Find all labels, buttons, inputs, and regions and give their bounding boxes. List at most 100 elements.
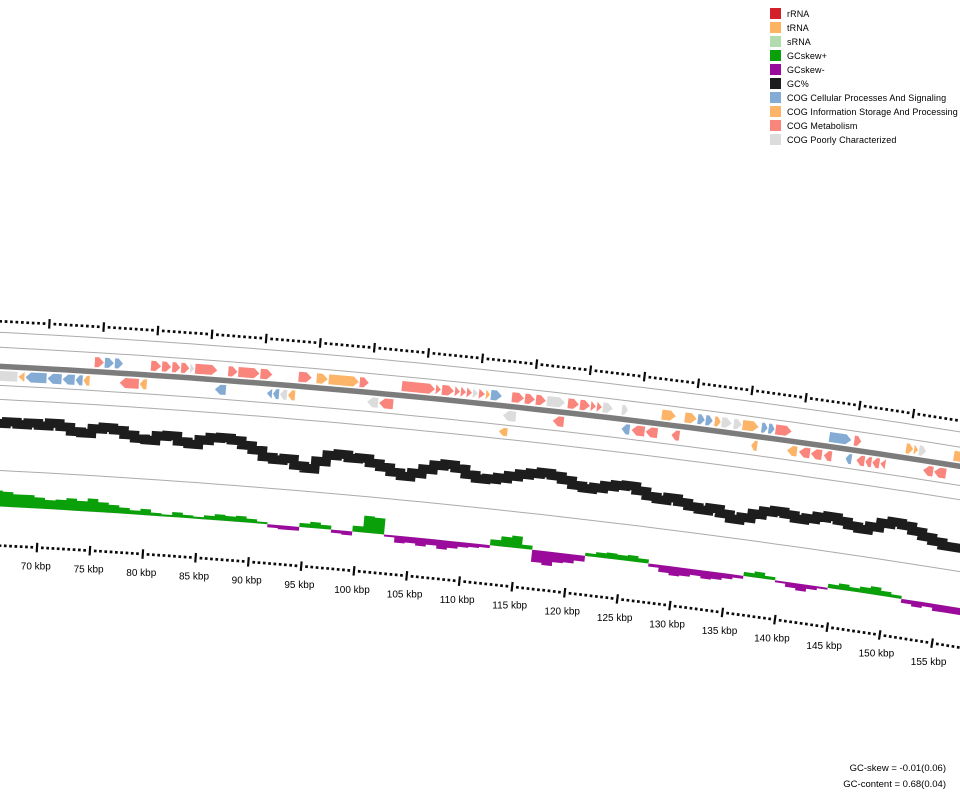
gene-arrow-met [180, 362, 190, 373]
gene-arrow-info [905, 443, 914, 454]
gene-arrow-met [774, 424, 792, 436]
gene-arrow-met [171, 362, 181, 373]
gene-arrow-poor [546, 396, 565, 408]
forward-strand-features [94, 357, 960, 462]
gene-arrow-poor [721, 417, 732, 428]
legend-item-trna: tRNA [770, 22, 958, 33]
ruler-label: 80 kbp [126, 568, 156, 579]
legend-label: tRNA [787, 22, 809, 33]
ruler-label: 125 kbp [597, 613, 633, 624]
gene-arrow-cell [25, 372, 47, 384]
ruler-label: 85 kbp [179, 572, 209, 583]
gene-arrow-info [328, 374, 359, 387]
legend-item-cog-met: COG Metabolism [770, 120, 958, 131]
gene-arrow-poor [621, 404, 628, 415]
reverse-strand-features [0, 370, 947, 479]
gene-arrow-cell [761, 422, 768, 433]
legend-item-cog-cell: COG Cellular Processes And Signaling [770, 92, 958, 103]
gene-arrow-cell [845, 454, 853, 465]
ruler-label: 115 kbp [492, 601, 527, 612]
gene-arrow-cell [697, 414, 705, 425]
ruler-label: 90 kbp [232, 576, 262, 587]
legend-swatch-srna [770, 36, 781, 47]
gene-arrow-met [596, 401, 602, 412]
gene-arrow-met [359, 377, 369, 388]
ruler-label: 135 kbp [702, 626, 738, 637]
legend-swatch-trna [770, 22, 781, 33]
gene-arrow-info [661, 409, 676, 421]
gene-arrow-met [227, 366, 238, 377]
gene-arrow-cell [273, 389, 280, 400]
gene-arrow-poor [602, 402, 613, 413]
gene-arrow-info [714, 416, 721, 427]
gene-arrow-poor [472, 388, 478, 398]
backbone-arc [0, 363, 960, 470]
gene-arrow-trna [498, 428, 508, 437]
gene-arrow-met [535, 394, 546, 406]
ruler-label: 130 kbp [649, 619, 685, 630]
legend-swatch-cog-poor [770, 134, 781, 145]
gene-arrow-cell [621, 424, 631, 435]
legend-swatch-rrna [770, 8, 781, 19]
ruler-label: 105 kbp [387, 590, 423, 601]
legend-label: COG Metabolism [787, 120, 858, 131]
gene-arrow-met [119, 378, 140, 389]
gene-arrow-met [260, 368, 273, 380]
gene-arrow-met [379, 398, 394, 410]
gene-arrow-info [751, 440, 758, 451]
gene-arrow-info [953, 450, 960, 462]
legend-label: GCskew- [787, 64, 825, 75]
legend-label: COG Poorly Characterized [787, 134, 897, 145]
ring-boundary-lines [0, 331, 960, 573]
gene-arrow-met [810, 449, 823, 460]
ruler-label: 155 kbp [911, 657, 947, 668]
legend-label: COG Information Storage And Processing [787, 106, 958, 117]
gene-arrow-met [934, 467, 947, 479]
gene-arrow-met [853, 435, 862, 446]
gene-arrow-met [460, 386, 466, 397]
gene-arrow-cell [75, 375, 83, 386]
gene-arrow-info [316, 373, 328, 384]
ruler-label: 110 kbp [440, 595, 475, 606]
ruler-label: 70 kbp [21, 562, 51, 573]
gene-arrow-met [194, 363, 218, 375]
gene-arrow-cell [266, 388, 273, 399]
gene-arrow-met [923, 466, 934, 477]
gene-arrow-info [684, 412, 697, 424]
gene-arrow-poor [918, 445, 926, 456]
gene-arrow-poor [367, 397, 379, 408]
gene-arrow-cell [767, 423, 775, 434]
legend-item-gcskew-plus: GCskew+ [770, 50, 958, 61]
gene-arrow-info [288, 390, 296, 401]
legend-item-cog-info: COG Information Storage And Processing [770, 106, 958, 117]
legend-item-gcskew-minus: GCskew- [770, 64, 958, 75]
gene-arrow-met [511, 392, 524, 403]
gene-arrow-met [645, 427, 659, 439]
gene-arrow-info [18, 372, 25, 383]
gene-arrow-poor [280, 389, 288, 400]
gene-arrow-met [524, 393, 535, 404]
gene-arrow-info [139, 379, 148, 390]
gene-arrow-info [787, 446, 798, 457]
gene-arrow-info [742, 420, 759, 432]
gene-arrow-met [238, 367, 260, 379]
gene-arrow-met [94, 357, 104, 368]
gene-arrow-met [823, 451, 833, 462]
legend-label: COG Cellular Processes And Signaling [787, 92, 947, 103]
gene-arrow-poor [733, 418, 742, 430]
ruler-label: 145 kbp [806, 641, 842, 652]
tick-rulers [0, 319, 960, 649]
legend-swatch-gc-percent [770, 78, 781, 89]
gene-arrow-cell [114, 358, 123, 369]
ruler-label: 140 kbp [754, 633, 790, 644]
gene-arrow-poor [502, 410, 517, 422]
gene-arrow-met [865, 457, 873, 468]
ruler-label: 75 kbp [74, 565, 104, 576]
gc-skew-positive-plot [0, 490, 960, 609]
gene-arrow-met [856, 455, 866, 467]
gc-skew-stat: GC-skew = -0.01(0.06) [849, 763, 946, 774]
gene-arrow-cell [47, 373, 62, 385]
gc-content-stat: GC-content = 0.68(0.04) [843, 778, 946, 790]
legend-label: GC% [787, 78, 809, 89]
